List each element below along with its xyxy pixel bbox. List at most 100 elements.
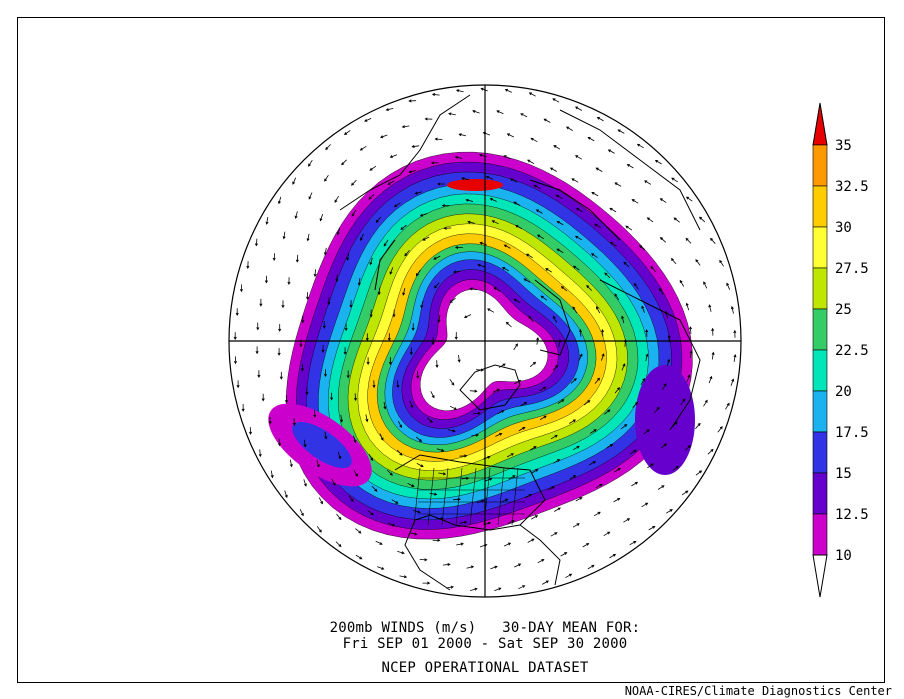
wind-arrow: [646, 217, 654, 223]
wind-arrow: [334, 195, 339, 203]
jet-maximum: [447, 179, 503, 191]
wind-arrow: [355, 554, 363, 560]
wind-arrow: [375, 540, 383, 545]
wind-arrow: [442, 563, 451, 567]
wind-arrow: [459, 454, 468, 458]
wind-arrow: [726, 282, 731, 290]
wind-arrow: [458, 133, 467, 137]
wind-band: [292, 421, 352, 469]
wind-arrow: [454, 245, 463, 249]
wind-arrow: [497, 410, 505, 415]
coastline: [459, 364, 521, 411]
wind-arrow: [504, 88, 512, 93]
wind-arrow: [335, 274, 339, 283]
wind-arrow: [508, 475, 516, 480]
wind-arrow: [660, 443, 668, 449]
wind-arrow: [336, 227, 341, 236]
wind-arrow: [672, 466, 679, 471]
wind-arrow: [443, 226, 452, 230]
state-border: [511, 467, 519, 526]
wind-arrow: [388, 357, 392, 366]
wind-arrow: [620, 424, 628, 430]
wind-arrow: [455, 89, 464, 93]
wind-arrow: [711, 351, 715, 360]
wind-arrow: [257, 370, 261, 379]
wind-arrow: [241, 403, 245, 412]
coastline: [374, 239, 396, 291]
wind-arrow: [606, 443, 614, 449]
wind-arrow: [396, 380, 400, 389]
colorbar-label: 30: [835, 220, 852, 236]
wind-arrow: [399, 575, 408, 579]
wind-arrow: [571, 178, 579, 183]
wind-arrow: [518, 427, 526, 432]
wind-arrow: [545, 268, 553, 273]
wind-arrow: [277, 348, 281, 356]
wind-arrow: [401, 125, 410, 129]
wind-arrow: [641, 502, 649, 508]
wind-arrow: [484, 477, 493, 482]
wind-arrow: [572, 265, 580, 271]
coastline: [339, 94, 471, 211]
wind-arrow: [520, 113, 528, 118]
wind-arrow: [525, 253, 533, 259]
wind-arrow: [411, 144, 420, 148]
wind-arrow: [435, 360, 439, 369]
wind-arrow: [343, 130, 351, 135]
wind-arrow: [279, 371, 283, 380]
wind-arrow: [239, 284, 244, 293]
coastline: [599, 279, 701, 431]
wind-arrow: [448, 112, 456, 116]
wind-arrow: [665, 509, 673, 514]
wind-arrow: [437, 182, 445, 186]
wind-arrow: [614, 182, 622, 187]
wind-arrow: [703, 281, 708, 289]
wind-arrow: [565, 126, 573, 131]
wind-arrow: [355, 528, 362, 534]
wind-arrow: [485, 175, 494, 180]
wind-arrow: [695, 422, 701, 429]
wind-arrow: [662, 383, 667, 391]
wind-arrow: [446, 585, 454, 589]
wind-arrow: [531, 469, 539, 474]
wind-arrow: [632, 401, 639, 408]
colorbar-segment: [812, 185, 828, 228]
wind-arrow: [603, 531, 611, 537]
wind-arrow: [477, 263, 485, 268]
wind-arrow: [434, 137, 443, 141]
wind-arrow: [281, 300, 285, 309]
wind-arrow: [518, 585, 526, 590]
wind-arrow: [717, 426, 723, 433]
colorbar-label: 20: [835, 384, 852, 400]
wind-arrow: [357, 278, 361, 286]
colorbar-segment: [812, 308, 828, 351]
wind-arrow: [629, 541, 637, 546]
wind-arrow: [710, 237, 716, 244]
wind-arrow: [613, 497, 621, 503]
wind-arrow: [595, 167, 603, 172]
wind-arrow: [422, 581, 431, 585]
wind-arrow: [292, 177, 297, 185]
wind-arrow: [392, 309, 396, 318]
wind-arrow: [639, 245, 646, 251]
wind-arrow: [289, 459, 293, 468]
wind-arrow: [507, 520, 515, 524]
wind-arrow: [461, 476, 470, 480]
coastline: [529, 179, 621, 241]
wind-arrow: [621, 363, 626, 371]
wind-arrow: [513, 343, 518, 351]
wind-arrow: [589, 461, 597, 466]
wind-arrow: [408, 99, 417, 103]
wind-arrow: [495, 432, 503, 437]
wind-arrow: [572, 445, 580, 451]
wind-arrow: [640, 377, 645, 385]
wind-arrow: [236, 380, 240, 389]
wind-arrow: [506, 453, 515, 458]
wind-arrow: [305, 387, 309, 396]
wind-arrow: [596, 116, 604, 122]
wind-arrow: [578, 353, 583, 361]
wind-arrow: [542, 580, 550, 585]
colorbar-segment: [812, 349, 828, 392]
wind-arrow: [533, 184, 541, 190]
